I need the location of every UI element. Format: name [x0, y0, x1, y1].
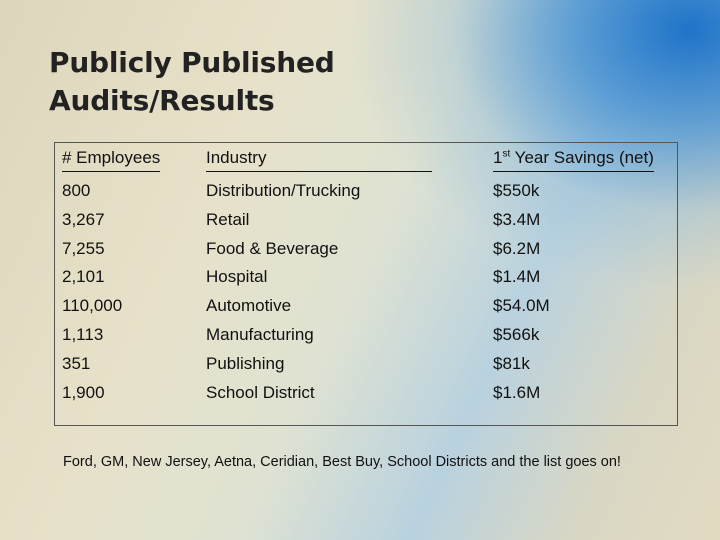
footer-note: Ford, GM, New Jersey, Aetna, Ceridian, B…	[63, 454, 621, 470]
industry-header: Industry	[206, 147, 432, 172]
industry-column: Industry Distribution/Trucking Retail Fo…	[206, 147, 476, 407]
industry-cell: Distribution/Trucking	[206, 181, 361, 200]
savings-cell: $54.0M	[493, 296, 550, 316]
employees-cell: 1,113	[62, 324, 104, 344]
savings-cell: $1.6M	[493, 382, 541, 402]
savings-cell: $566k	[493, 324, 540, 344]
employees-cell: 351	[62, 353, 91, 373]
savings-header: 1st Year Savings (net)	[493, 147, 654, 172]
employees-cell: 2,101	[62, 267, 105, 287]
slide-title-line-1: Publicly Published	[49, 46, 335, 79]
industry-cell: Manufacturing	[206, 324, 314, 344]
industry-cell: Retail	[206, 209, 250, 229]
industry-cell: Automotive	[206, 296, 292, 316]
savings-header-prefix: 1	[493, 148, 503, 167]
savings-header-superscript: st	[502, 148, 511, 160]
employees-cell: 110,000	[62, 296, 123, 316]
employees-cell: 7,255	[62, 238, 105, 258]
slide-title-line-2: Audits/Results	[49, 84, 275, 117]
savings-cell: $3.4M	[493, 209, 541, 229]
employees-cell: 800	[62, 181, 91, 200]
savings-header-rest: Year Savings (net)	[510, 148, 654, 167]
results-table: # Employees 800 3,267 7,255 2,101 110,00…	[54, 142, 678, 426]
savings-cell: $6.2M	[493, 238, 541, 258]
industry-cell: School District	[206, 382, 315, 402]
employees-column: # Employees 800 3,267 7,255 2,101 110,00…	[62, 147, 192, 407]
employees-cell: 3,267	[62, 209, 105, 229]
employees-header: # Employees	[62, 147, 161, 172]
industry-cell: Publishing	[206, 353, 285, 373]
savings-column: 1st Year Savings (net) $550k $3.4M $6.2M…	[493, 147, 673, 407]
slide-title: Publicly Published Audits/Results	[49, 44, 335, 120]
savings-cell: $1.4M	[493, 267, 541, 287]
industry-cell: Food & Beverage	[206, 238, 339, 258]
savings-cell: $81k	[493, 353, 530, 373]
employees-cell: 1,900	[62, 382, 105, 402]
industry-cell: Hospital	[206, 267, 268, 287]
savings-cell: $550k	[493, 181, 540, 200]
